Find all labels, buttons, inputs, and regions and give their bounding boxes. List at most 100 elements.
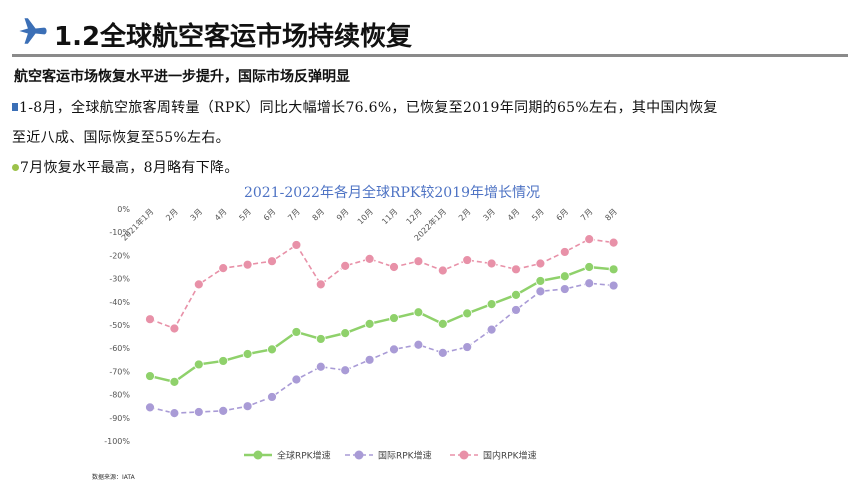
data-point [169, 408, 180, 419]
series-line [149, 265, 614, 384]
data-point [559, 247, 570, 257]
data-point [364, 354, 375, 365]
legend-marker [459, 450, 469, 460]
y-tick-label: -20% [109, 251, 130, 260]
data-point [486, 258, 497, 269]
data-point [584, 262, 595, 272]
x-tick-label: 6月 [555, 207, 571, 223]
data-point [267, 392, 277, 402]
x-tick-label: 4月 [506, 207, 522, 223]
data-point [242, 349, 253, 359]
data-point [340, 260, 351, 271]
data-point [145, 314, 155, 325]
x-tick-label: 10月 [356, 207, 375, 226]
data-point [193, 359, 204, 370]
x-tick-label: 11月 [380, 207, 399, 226]
y-tick-label: -30% [109, 275, 130, 284]
rpk-line-chart: 2021-2022年各月全球RPK较2019年增长情况 0% -10% -20% -3… [104, 184, 619, 462]
data-point [437, 265, 448, 276]
x-tick-label: 5月 [530, 207, 546, 223]
legend-label: 全球RPK增速 [277, 450, 331, 462]
data-point [315, 361, 326, 372]
x-tick-label: 4月 [213, 207, 229, 223]
data-point [511, 264, 521, 275]
x-tick-label: 7月 [286, 207, 302, 223]
series-line [149, 282, 614, 414]
y-tick-label: -80% [109, 391, 130, 400]
series-group [145, 234, 619, 419]
bullet-icon [12, 164, 19, 171]
data-point [291, 327, 302, 337]
data-point [242, 401, 253, 412]
header: 1.2全球航空客运市场持续恢复 [0, 0, 860, 60]
data-point [218, 263, 229, 274]
y-tick-label: -10% [109, 228, 130, 237]
y-tick-label: -90% [109, 414, 130, 423]
chart-title: 2021-2022年各月全球RPK较2019年增长情况 [244, 184, 540, 201]
x-tick-label: 7月 [579, 207, 595, 223]
x-tick-label: 8月 [603, 207, 619, 223]
data-point [267, 344, 277, 355]
title-divider [12, 54, 848, 57]
data-point [364, 318, 375, 329]
x-tick-label: 6月 [262, 207, 278, 223]
data-point [291, 374, 302, 385]
data-source: 数据来源：IATA [92, 474, 135, 481]
x-tick-label: 5月 [237, 207, 253, 223]
y-tick-label: 0% [117, 205, 130, 214]
x-tick-label: 2月 [164, 207, 180, 223]
x-tick-label: 2月 [457, 207, 473, 223]
section-subtitle: 航空客运市场恢复水平进一步提升，国际市场反弹明显 [14, 69, 350, 85]
data-point [535, 276, 546, 286]
data-point [364, 253, 375, 264]
data-point [389, 344, 399, 355]
y-tick-label: -70% [109, 367, 130, 376]
y-tick-label: -100% [104, 437, 130, 446]
data-point [169, 323, 180, 334]
data-point [218, 356, 229, 366]
data-point [145, 402, 155, 413]
data-point [584, 234, 595, 245]
legend-label: 国内RPK增速 [483, 450, 537, 462]
x-tick-label: 3月 [481, 207, 497, 223]
data-point [486, 299, 497, 310]
data-point [486, 324, 497, 335]
data-point [462, 308, 473, 319]
data-point [267, 256, 277, 267]
data-point [608, 280, 619, 291]
data-point [535, 286, 546, 297]
x-tick-label: 9月 [335, 207, 351, 223]
data-point [462, 342, 473, 352]
data-point [413, 307, 424, 318]
data-point [340, 365, 351, 376]
data-point [535, 258, 546, 269]
x-tick-label: 8月 [311, 207, 327, 223]
data-point [511, 305, 521, 315]
data-point [218, 405, 229, 416]
data-point [608, 264, 619, 275]
data-point [559, 271, 570, 282]
data-point [511, 289, 521, 300]
data-point [389, 313, 399, 323]
data-point [413, 339, 424, 350]
data-point [315, 334, 326, 344]
data-point [413, 256, 424, 267]
x-tick-label: 12月 [405, 207, 424, 226]
data-point [437, 318, 448, 329]
paragraph-1-line-1: 1-8月，全球航空旅客周转量（RPK）同比大幅增长76.6%，已恢复至2019年… [12, 97, 718, 117]
legend-marker [253, 450, 263, 460]
data-point [315, 279, 326, 290]
data-point [389, 262, 399, 272]
x-tick-label: 3月 [189, 207, 205, 223]
legend-label: 国际RPK增速 [378, 450, 432, 462]
data-point [559, 284, 570, 294]
y-tick-label: -40% [109, 298, 130, 307]
data-point [340, 328, 351, 339]
page-title: 1.2全球航空客运市场持续恢复 [54, 22, 413, 52]
data-point [242, 259, 253, 270]
y-tick-label: -60% [109, 344, 130, 353]
data-point [193, 279, 204, 290]
chart-legend: 全球RPK增速 国际RPK增速 国内RPK增速 [244, 450, 537, 462]
data-point [291, 240, 302, 250]
